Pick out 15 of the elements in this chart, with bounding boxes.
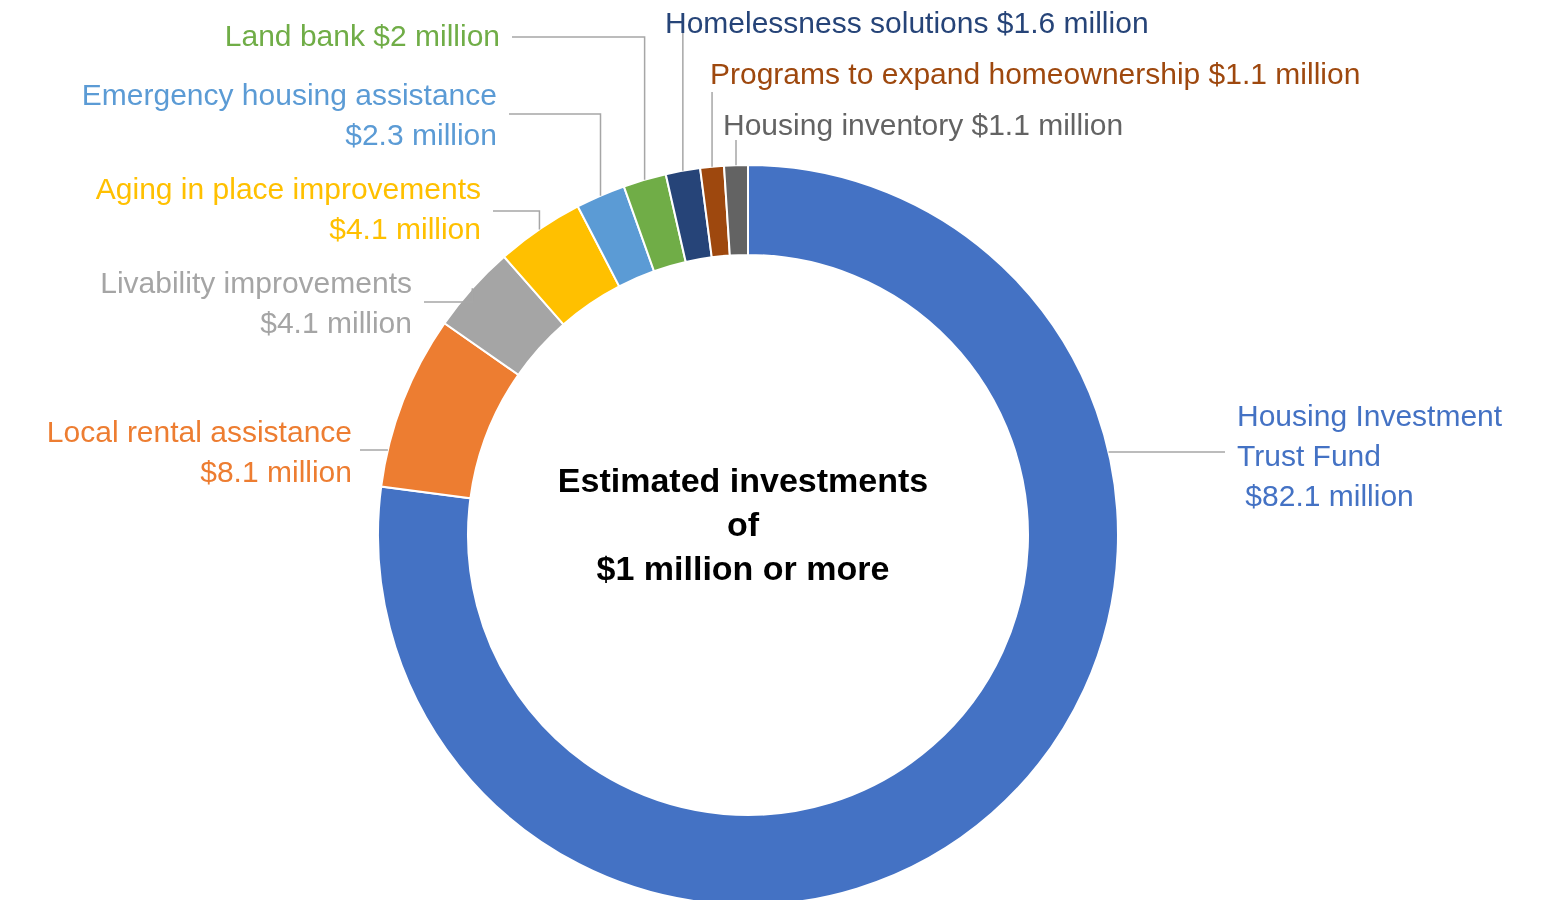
slice-label: Local rental assistance [46, 414, 352, 448]
slice-label: Aging in place improvements [95, 171, 481, 205]
data-label: $4.1 million [260, 305, 412, 339]
data-label: $82.1 million [1237, 478, 1414, 512]
text: Estimated investments of $1 million or more [557, 461, 929, 587]
slice-label: Land bank $2 million [224, 18, 500, 52]
slice-label: Housing inventory $1.1 million [723, 107, 1124, 141]
slice-label: Housing Investment Trust Fund [1237, 398, 1503, 472]
data-label: $8.1 million [200, 454, 352, 488]
slice-label: Programs to expand homeownership $1.1 million [710, 56, 1361, 90]
slice-label: Homelessness solutions $1.6 million [665, 5, 1149, 39]
slice-label: Livability improvements [100, 265, 412, 299]
slice-label: Emergency housing assistance [81, 77, 497, 111]
data-label: $2.3 million [345, 117, 497, 151]
data-label: $4.1 million [329, 211, 481, 245]
